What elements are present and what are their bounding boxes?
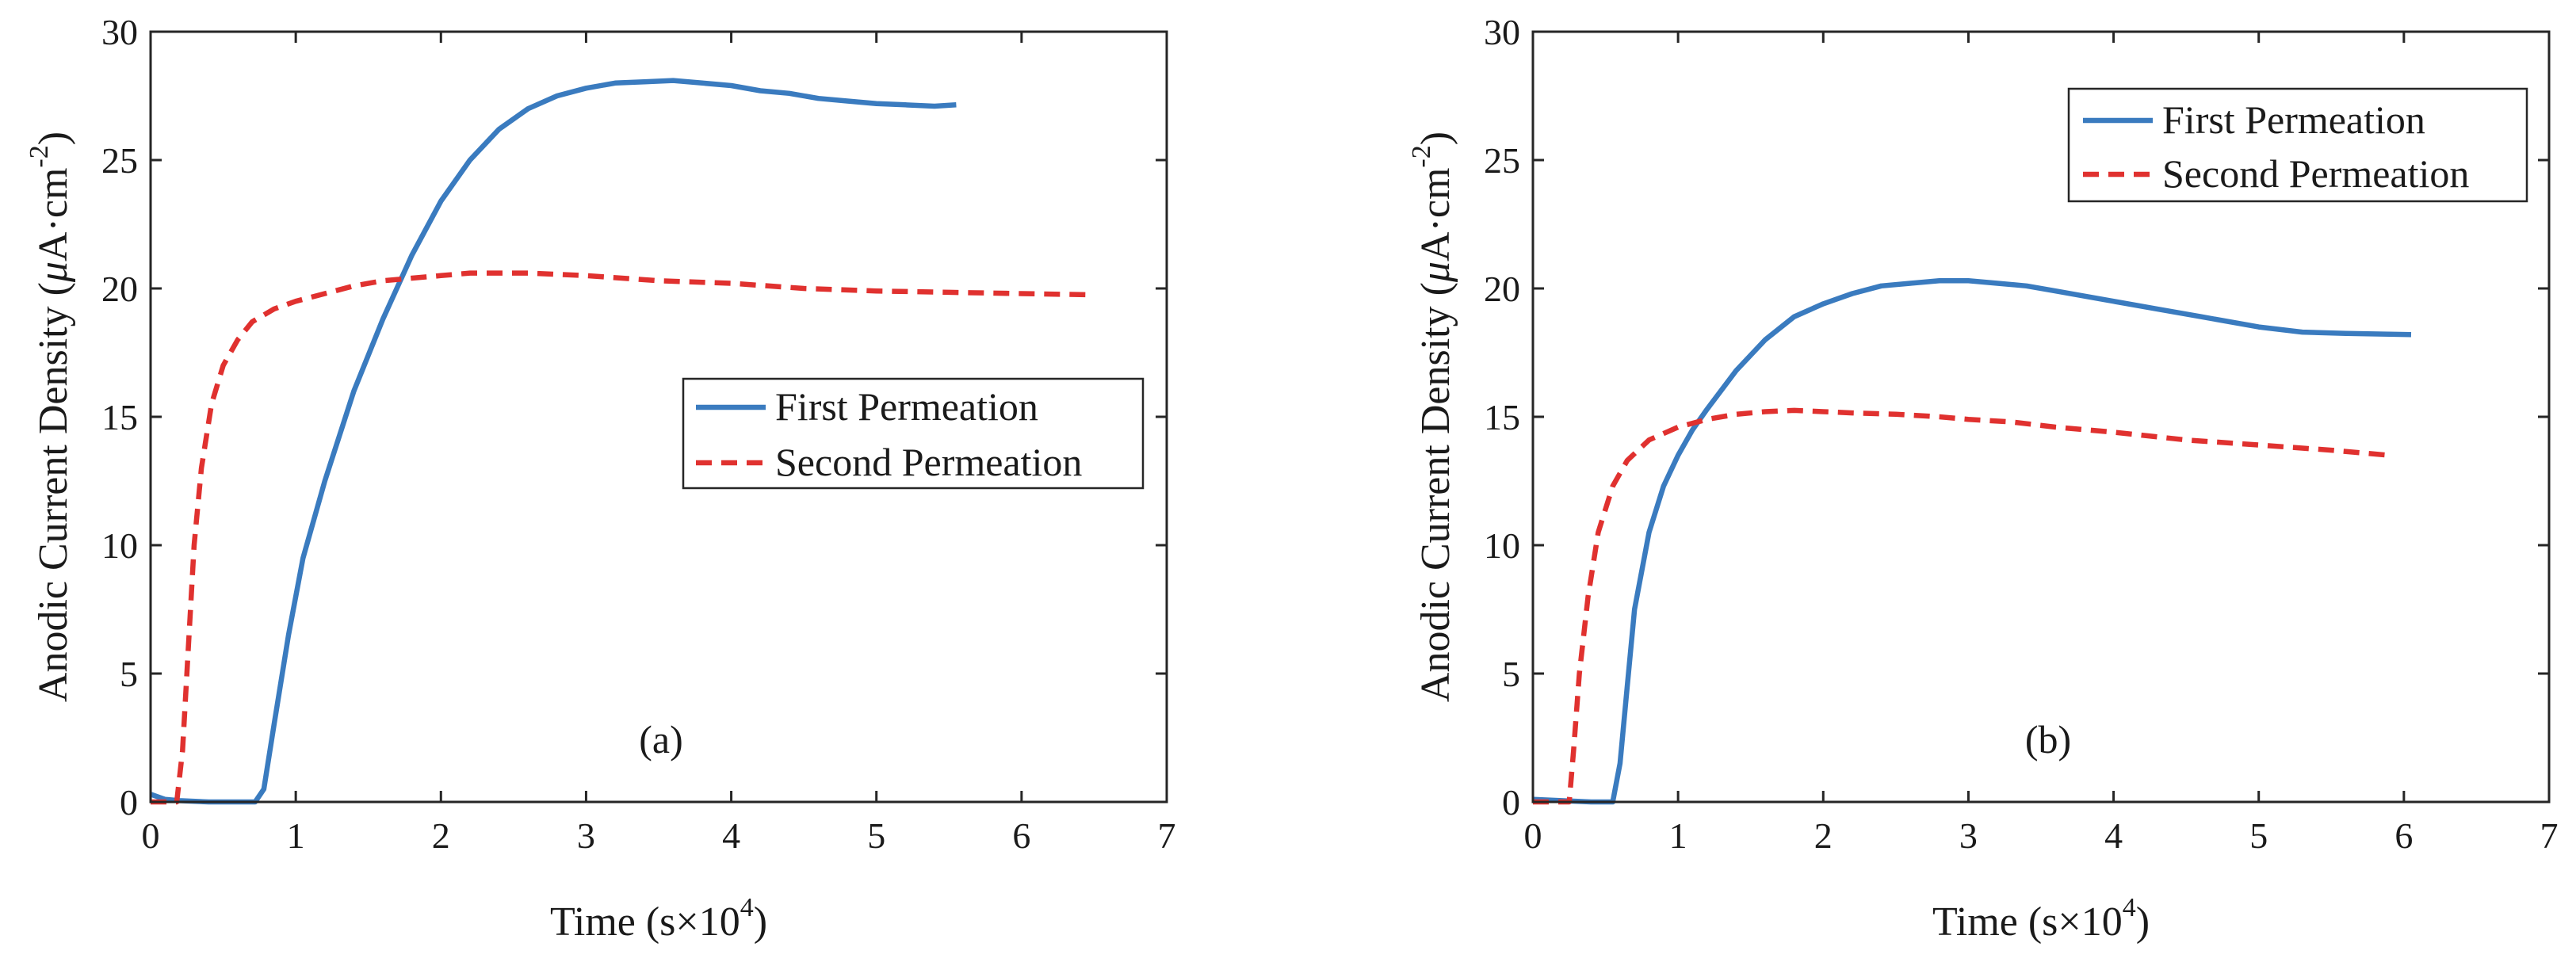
x-tick-label-4-a: 4	[722, 815, 740, 856]
x-tick-label-1-a: 1	[287, 815, 305, 856]
series-line-second-permeation-b	[1533, 407, 2390, 805]
series-line-first-permeation-b	[1532, 278, 2412, 805]
y-tick-label-25-a: 25	[101, 140, 138, 181]
legend-box-a	[682, 377, 1145, 490]
legend-label-second-permeation-b: Second Permeation	[2162, 151, 2469, 196]
chart-panel-b: 0 1 2 3 4 5 6 7 0 5 10 15 20 25 30 (b) Time (s×104) An…	[1407, 12, 2559, 945]
y-tick-label-30-a: 30	[101, 12, 138, 52]
y-tick-label-0-a: 0	[120, 782, 138, 823]
ticks-layer-b: 0 1 2 3 4 5 6 7 0 5 10 15 20 25 30	[1484, 12, 2559, 856]
x-tick-label-7-a: 7	[1158, 815, 1176, 856]
series-line-second-permeation-a	[151, 270, 1095, 805]
x-tick-label-1-b: 1	[1669, 815, 1687, 856]
y-tick-label-10-b: 10	[1484, 525, 1520, 566]
legend-label-second-permeation-a: Second Permeation	[775, 440, 1082, 484]
legend-box-b	[2067, 87, 2528, 203]
series-line-first-permeation-a	[149, 78, 957, 805]
legend-label-first-permeation-b: First Permeation	[2162, 97, 2425, 142]
x-tick-label-3-a: 3	[577, 815, 595, 856]
x-tick-label-2-b: 2	[1814, 815, 1833, 856]
y-tick-label-15-a: 15	[101, 397, 138, 437]
chart-panel-a: 0 1 2 3 4 5 6 7 0 5 10 15 20 25 30 (a) Time (s×104) An…	[25, 12, 1176, 945]
y-tick-label-10-a: 10	[101, 525, 138, 566]
x-axis-label-a: Time (s×104)	[550, 893, 767, 945]
legend-a: First Permeation Second Permeation	[682, 377, 1145, 490]
y-tick-label-5-a: 5	[120, 654, 138, 694]
x-tick-label-5-b: 5	[2249, 815, 2268, 856]
y-axis-label-b: Anodic Current Density (μA·cm-2)	[1407, 132, 1458, 702]
y-tick-label-30-b: 30	[1484, 12, 1520, 52]
y-tick-label-5-b: 5	[1502, 654, 1520, 694]
y-tick-label-20-b: 20	[1484, 269, 1520, 309]
x-tick-label-0-b: 0	[1524, 815, 1542, 856]
ticks-layer-a: 0 1 2 3 4 5 6 7 0 5 10 15 20 25 30	[101, 12, 1176, 856]
y-tick-label-15-b: 15	[1484, 397, 1520, 437]
y-tick-label-25-b: 25	[1484, 140, 1520, 181]
panel-label-b: (b)	[2025, 717, 2071, 762]
x-axis-label-b: Time (s×104)	[1932, 893, 2150, 945]
x-tick-label-7-b: 7	[2540, 815, 2559, 856]
x-tick-label-4-b: 4	[2104, 815, 2123, 856]
legend-b: First Permeation Second Permeation	[2067, 87, 2528, 203]
y-tick-label-20-a: 20	[101, 269, 138, 309]
series-layer-b	[1532, 278, 2412, 805]
x-tick-label-3-b: 3	[1959, 815, 1978, 856]
y-axis-label-a: Anodic Current Density (μA·cm-2)	[25, 132, 76, 702]
x-tick-label-0-a: 0	[142, 815, 160, 856]
x-tick-label-2-a: 2	[432, 815, 450, 856]
x-tick-label-5-a: 5	[867, 815, 885, 856]
y-tick-label-0-b: 0	[1502, 782, 1520, 823]
series-layer-a	[149, 78, 1095, 805]
panel-label-a: (a)	[639, 717, 683, 762]
legend-label-first-permeation-a: First Permeation	[775, 384, 1038, 429]
x-tick-label-6-a: 6	[1012, 815, 1030, 856]
x-tick-label-6-b: 6	[2394, 815, 2413, 856]
